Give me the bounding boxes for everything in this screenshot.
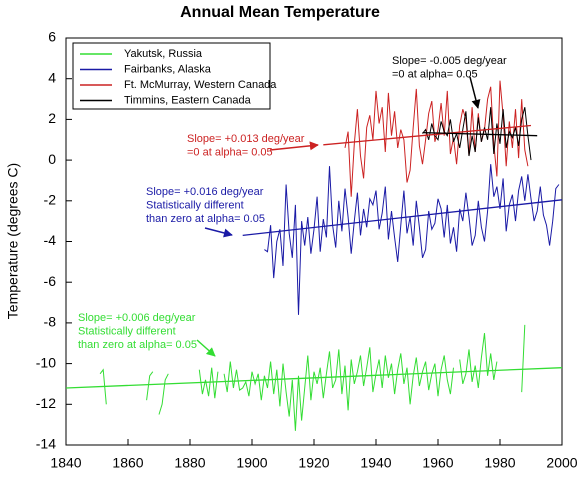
series-line	[99, 324, 526, 431]
annotation: =0 at alpha= 0.05	[392, 68, 478, 80]
annotation: Slope= +0.016 deg/year	[146, 186, 264, 198]
annotation: Statistically different	[146, 199, 244, 211]
annotation-arrow	[196, 339, 216, 357]
annotation: Slope= -0.005 deg/year	[392, 55, 507, 67]
x-tick-label: 1980	[484, 455, 515, 471]
y-tick-label: 6	[48, 29, 56, 45]
annotation-arrow	[469, 76, 481, 109]
x-tick-label: 1840	[50, 455, 81, 471]
x-tick-label: 1920	[298, 455, 329, 471]
x-tick-label: 1900	[236, 455, 267, 471]
x-tick-label: 1960	[422, 455, 453, 471]
legend-label: Yakutsk, Russia	[124, 48, 203, 60]
series-line	[344, 80, 529, 197]
y-tick-label: 0	[48, 151, 56, 167]
trend-line	[323, 124, 532, 146]
legend-label: Fairbanks, Alaska	[124, 63, 212, 75]
x-tick-label: 1940	[360, 455, 391, 471]
annotation: than zero at alpha= 0.05	[146, 213, 265, 225]
y-tick-label: -10	[36, 354, 56, 370]
y-tick-label: -14	[36, 436, 56, 452]
trend-line	[422, 131, 538, 137]
y-tick-label: -6	[44, 273, 57, 289]
annotation-arrow	[204, 227, 233, 238]
y-axis-label: Temperature (degrees C)	[5, 163, 21, 319]
y-tick-label: 4	[48, 69, 56, 85]
x-tick-label: 2000	[546, 455, 577, 471]
trend-line	[242, 199, 563, 237]
y-tick-label: -4	[44, 232, 57, 248]
annotation: than zero at alpha= 0.05	[78, 339, 197, 351]
legend-label: Timmins, Eastern Canada	[124, 94, 252, 106]
legend-label: Ft. McMurray, Western Canada	[124, 79, 277, 91]
chart-title: Annual Mean Temperature	[180, 4, 380, 21]
trend-line	[65, 367, 563, 389]
x-tick-label: 1880	[174, 455, 205, 471]
annotation: Slope= +0.013 deg/year	[187, 133, 305, 145]
series-line	[264, 164, 560, 315]
y-tick-label: -12	[36, 395, 56, 411]
annotation-arrow	[269, 141, 319, 151]
annotation: =0 at alpha= 0.05	[187, 146, 273, 158]
y-tick-label: 2	[48, 110, 56, 126]
y-tick-label: -8	[44, 314, 57, 330]
annotation: Slope= +0.006 deg/year	[78, 312, 196, 324]
y-tick-label: -2	[44, 192, 57, 208]
x-tick-label: 1860	[112, 455, 143, 471]
annotation: Statistically different	[78, 325, 176, 337]
